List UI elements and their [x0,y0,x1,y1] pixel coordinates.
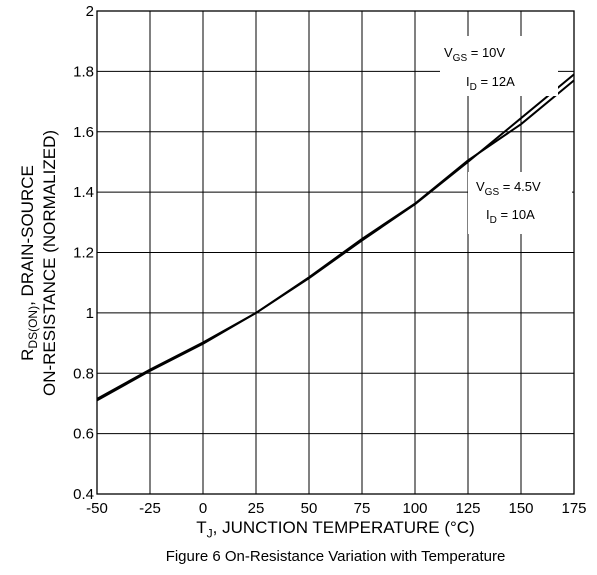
y-tick-labels: 0.4 0.6 0.8 1 1.2 1.4 1.6 1.8 2 [73,3,94,503]
annotation-vgs10-id: ID = 12A [466,74,515,93]
x-tick-label: 175 [561,500,586,517]
series-lines [96,73,575,402]
y-axis-label-line1: RDS(ON), DRAIN-SOURCE [18,165,40,361]
series-line-vgs10 [96,73,575,400]
x-tick-label: -50 [86,500,108,517]
x-tick-label: 0 [199,500,207,517]
y-tick-label: 0.4 [73,486,94,503]
x-tick-label: -25 [139,500,161,517]
x-axis-label: TJ, JUNCTION TEMPERATURE (°C) [196,518,475,541]
annotation-vgs45-id: ID = 10A [486,207,535,226]
y-tick-label: 1 [86,305,94,322]
y-tick-label: 0.6 [73,426,94,443]
y-tick-label: 0.8 [73,365,94,382]
plot-frame [96,10,575,495]
y-tick-label: 1.2 [73,245,94,262]
annotation-vgs10-vgs: VGS = 10V [444,45,505,64]
annotation-bg-vgs45 [468,172,572,234]
x-tick-label: 75 [354,500,371,517]
x-tick-label: 100 [402,500,427,517]
x-tick-label: 125 [455,500,480,517]
y-axis-label-line2: ON-RESISTANCE (NORMALIZED) [40,130,59,396]
x-tick-label: 25 [248,500,265,517]
y-tick-label: 1.8 [73,63,94,80]
annotation-vgs45-vgs: VGS = 4.5V [476,179,541,198]
annotation-bg-vgs10 [440,36,558,96]
series-line-vgs45 [96,79,575,402]
y-tick-label: 1.6 [73,124,94,141]
x-tick-label: 150 [508,500,533,517]
x-tick-labels: -50 -25 0 25 50 75 100 125 150 175 [86,500,586,517]
x-tick-label: 50 [301,500,318,517]
figure-caption: Figure 6 On-Resistance Variation with Te… [165,548,506,565]
y-tick-label: 1.4 [73,184,94,201]
y-tick-label: 2 [86,3,94,20]
